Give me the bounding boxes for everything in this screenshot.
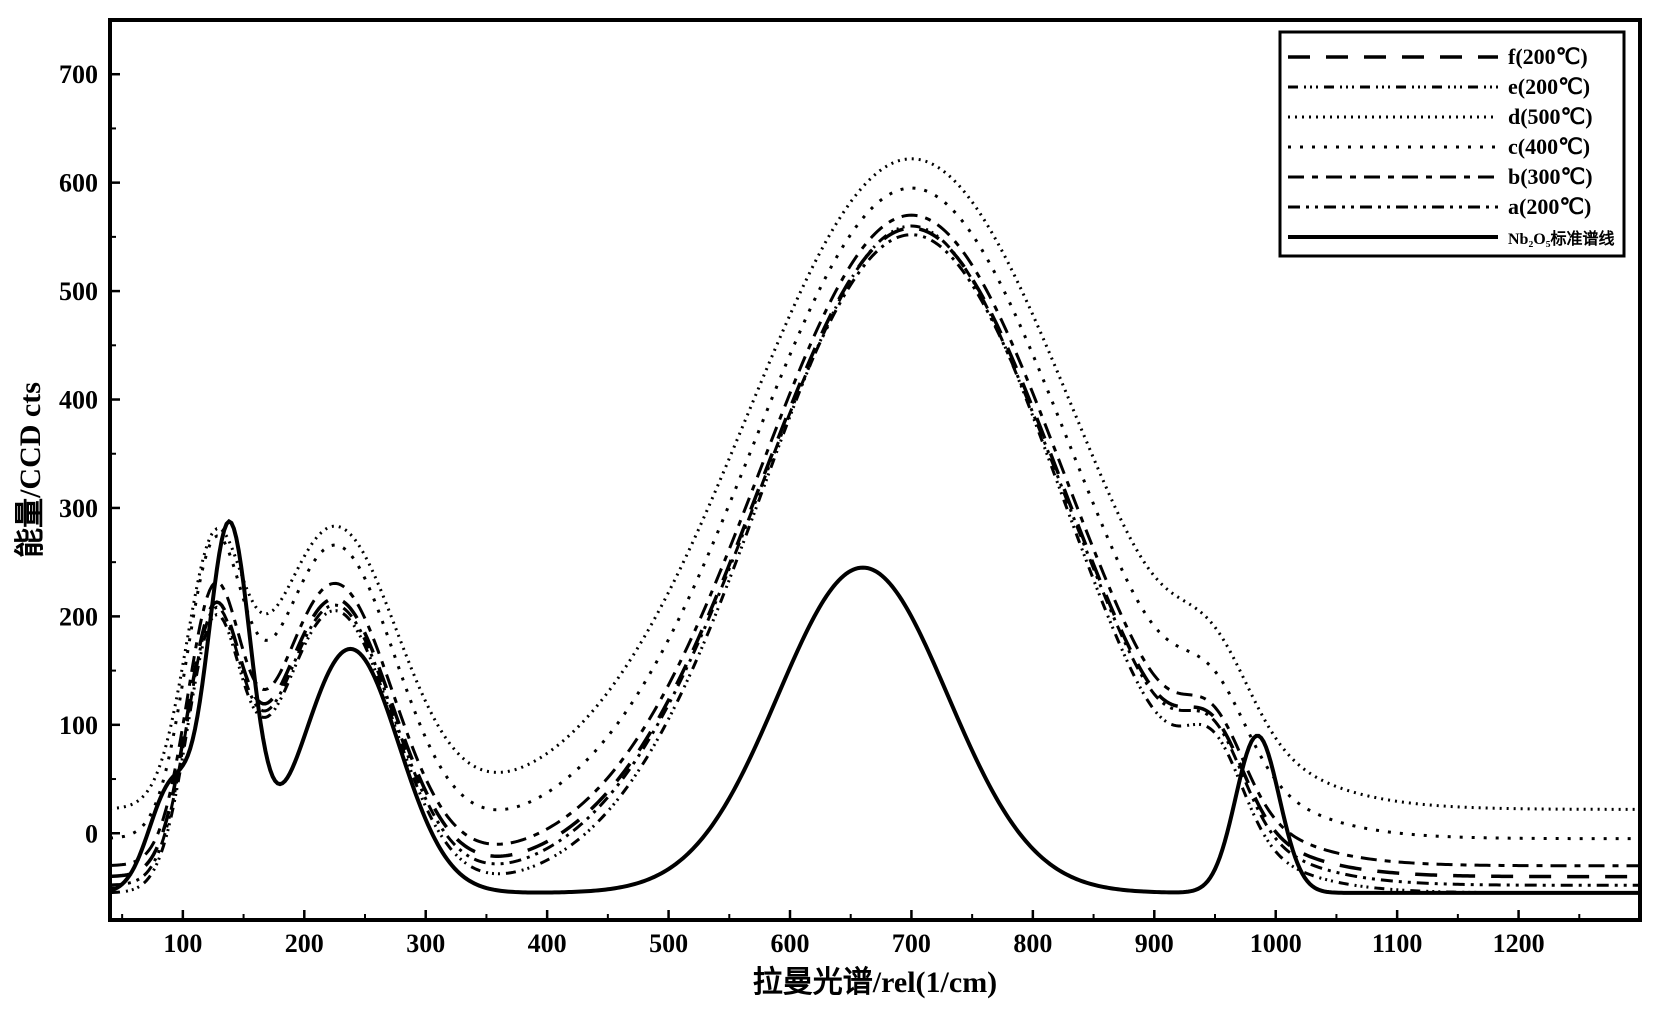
svg-text:0: 0 xyxy=(85,819,98,848)
raman-spectrum-chart: 100 200 300 400 500 600 700 800 900 1000 1100 1200 0… xyxy=(0,0,1675,1019)
legend-label-e: e(200℃) xyxy=(1508,74,1590,99)
svg-text:1100: 1100 xyxy=(1372,929,1423,958)
svg-text:1200: 1200 xyxy=(1493,929,1545,958)
svg-text:1000: 1000 xyxy=(1250,929,1302,958)
svg-text:200: 200 xyxy=(59,602,98,631)
svg-text:能量/CCD cts: 能量/CCD cts xyxy=(14,382,47,558)
legend-label-c: c(400℃) xyxy=(1508,134,1590,159)
svg-text:700: 700 xyxy=(892,929,931,958)
legend-label-d: d(500℃) xyxy=(1508,104,1593,129)
svg-text:100: 100 xyxy=(163,929,202,958)
legend-label-ref: Nb₂O₅标准谱线 xyxy=(1508,229,1615,248)
legend-label-b: b(300℃) xyxy=(1508,164,1593,189)
svg-text:拉曼光谱/rel(1/cm): 拉曼光谱/rel(1/cm) xyxy=(753,965,997,999)
svg-text:300: 300 xyxy=(59,494,98,523)
legend-label-f: f(200℃) xyxy=(1508,44,1588,69)
svg-text:500: 500 xyxy=(649,929,688,958)
svg-text:400: 400 xyxy=(528,929,567,958)
svg-text:500: 500 xyxy=(59,277,98,306)
svg-text:800: 800 xyxy=(1013,929,1052,958)
svg-text:900: 900 xyxy=(1135,929,1174,958)
svg-text:200: 200 xyxy=(285,929,324,958)
svg-text:700: 700 xyxy=(59,60,98,89)
svg-text:600: 600 xyxy=(59,169,98,198)
svg-text:300: 300 xyxy=(406,929,445,958)
legend-label-a: a(200℃) xyxy=(1508,194,1591,219)
svg-text:600: 600 xyxy=(771,929,810,958)
svg-text:400: 400 xyxy=(59,386,98,415)
svg-text:100: 100 xyxy=(59,711,98,740)
